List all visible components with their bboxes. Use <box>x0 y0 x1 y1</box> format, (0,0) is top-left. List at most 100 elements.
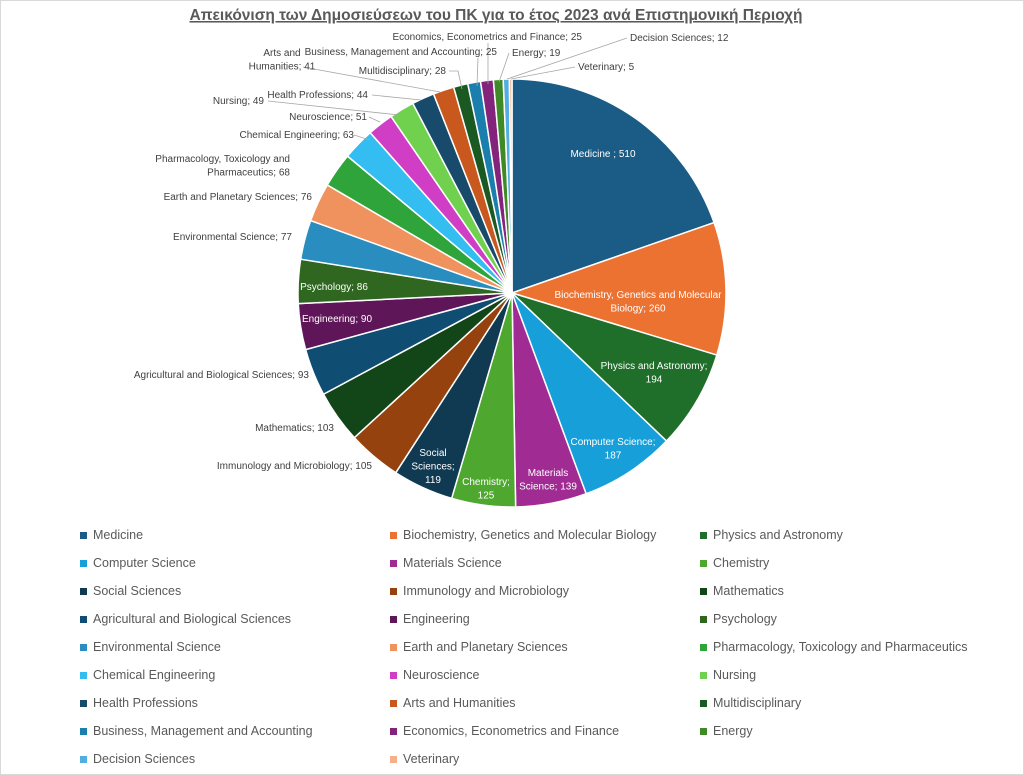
data-label-economics-econometrics-and-finance: Economics, Econometrics and Finance; 25 <box>392 32 582 43</box>
data-label-immunology-and-microbiology: Immunology and Microbiology; 105 <box>217 461 373 472</box>
legend-item-chemical-engineering: Chemical Engineering <box>80 668 215 682</box>
data-label-agricultural-and-biological-sciences: Agricultural and Biological Sciences; 93 <box>134 370 310 381</box>
legend-item-veterinary: Veterinary <box>390 752 459 766</box>
legend-swatch <box>700 587 707 595</box>
legend-swatch <box>390 643 397 651</box>
legend-item-computer-science: Computer Science <box>80 556 196 570</box>
legend-label: Earth and Planetary Sciences <box>403 640 568 654</box>
legend-label: Immunology and Microbiology <box>403 584 570 598</box>
legend-item-arts-and-humanities: Arts and Humanities <box>390 696 516 710</box>
data-label-multidisciplinary: Multidisciplinary; 28 <box>359 66 447 77</box>
legend-item-engineering: Engineering <box>390 612 470 626</box>
legend-swatch <box>390 755 397 763</box>
data-label-biochemistry-genetics-and-molecular-biology: Biochemistry, Genetics and Molecular Biol… <box>554 290 722 315</box>
legend-label: Economics, Econometrics and Finance <box>403 724 620 738</box>
data-label-psychology: Psychology; 86 <box>300 282 368 293</box>
legend-swatch <box>80 699 87 707</box>
legend-swatch <box>80 671 87 679</box>
legend-swatch <box>80 643 87 651</box>
data-label-decision-sciences: Decision Sciences; 12 <box>630 33 729 44</box>
legend-item-business-management-and-accounting: Business, Management and Accounting <box>80 724 313 738</box>
legend-label: Health Professions <box>93 696 198 710</box>
legend-item-chemistry: Chemistry <box>700 556 769 570</box>
legend-item-environmental-science: Environmental Science <box>80 640 221 654</box>
legend-swatch <box>700 699 707 707</box>
data-label-materials-science: Materials Science; 139 <box>519 468 577 493</box>
data-label-computer-science: Computer Science; 187 <box>570 437 655 462</box>
data-label-pharmacology-toxicology-and-pharmaceutics: Pharmacology, Toxicology and Pharmaceutic… <box>155 154 290 179</box>
legend-swatch <box>390 587 397 595</box>
legend-item-health-professions: Health Professions <box>80 696 198 710</box>
pie-slice-physics-and-astronomy <box>511 292 718 443</box>
leader-line <box>498 52 510 83</box>
data-label-earth-and-planetary-sciences: Earth and Planetary Sciences; 76 <box>164 192 313 203</box>
legend-item-pharmacology-toxicology-and-pharmaceutics: Pharmacology, Toxicology and Pharmaceuti… <box>700 640 968 654</box>
legend-item-neuroscience: Neuroscience <box>390 668 479 682</box>
leader-line <box>302 66 441 93</box>
legend-swatch <box>390 727 397 735</box>
data-label-medicine: Medicine ; 510 <box>570 149 635 160</box>
data-label-physics-and-astronomy: Physics and Astronomy; 194 <box>601 361 708 386</box>
legend-item-nursing: Nursing <box>700 668 756 682</box>
legend-item-immunology-and-microbiology: Immunology and Microbiology <box>390 584 569 598</box>
leader-line <box>449 70 463 90</box>
data-label-veterinary: Veterinary; 5 <box>578 62 635 73</box>
legend-item-social-sciences: Social Sciences <box>80 584 181 598</box>
legend-item-psychology: Psychology <box>700 612 777 626</box>
leader-line <box>368 116 381 123</box>
leader-line <box>267 100 400 116</box>
legend-label: Engineering <box>403 612 470 626</box>
data-label-environmental-science: Environmental Science; 77 <box>173 232 292 243</box>
legend-item-materials-science: Materials Science <box>390 556 502 570</box>
legend-label: Medicine <box>93 528 144 542</box>
data-label-chemistry: Chemistry; 125 <box>462 477 510 502</box>
data-label-neuroscience: Neuroscience; 51 <box>289 112 367 123</box>
data-label-health-professions: Health Professions; 44 <box>267 90 368 101</box>
data-label-nursing: Nursing; 49 <box>213 96 265 107</box>
legend-swatch <box>390 671 397 679</box>
leader-line <box>476 57 479 87</box>
legend-item-mathematics: Mathematics <box>700 584 784 598</box>
legend-swatch <box>80 755 87 763</box>
legend-label: Physics and Astronomy <box>713 528 843 542</box>
legend-label: Computer Science <box>93 556 196 570</box>
legend-swatch <box>700 643 707 651</box>
legend-item-agricultural-and-biological-sciences: Agricultural and Biological Sciences <box>80 612 291 626</box>
leader-line <box>371 94 422 101</box>
legend-label: Environmental Science <box>93 640 221 654</box>
legend-swatch <box>700 531 707 539</box>
legend-swatch <box>80 531 87 539</box>
legend-swatch <box>700 615 707 623</box>
data-label-energy: Energy; 19 <box>512 48 561 59</box>
legend-label: Pharmacology, Toxicology and Pharmaceuti… <box>713 640 968 654</box>
legend-swatch <box>80 559 87 567</box>
legend-item-decision-sciences: Decision Sciences <box>80 752 195 766</box>
data-label-social-sciences: Social Sciences; 119 <box>411 448 454 486</box>
legend-swatch <box>700 727 707 735</box>
legend-label: Materials Science <box>403 556 502 570</box>
legend-swatch <box>700 559 707 567</box>
leader-line <box>506 37 628 80</box>
legend-item-physics-and-astronomy: Physics and Astronomy <box>700 528 843 542</box>
data-label-mathematics: Mathematics; 103 <box>255 423 334 434</box>
data-label-arts-and-humanities: Arts and Humanities; 41 <box>249 48 316 73</box>
legend-label: Mathematics <box>713 584 784 598</box>
legend-swatch <box>80 587 87 595</box>
legend-item-medicine: Medicine <box>80 528 143 542</box>
legend-swatch <box>390 615 397 623</box>
legend-label: Agricultural and Biological Sciences <box>93 612 292 626</box>
legend-swatch <box>390 559 397 567</box>
data-label-chemical-engineering: Chemical Engineering; 63 <box>239 130 354 141</box>
pie-slice-biochemistry-genetics-and-molecular-biology <box>509 221 727 357</box>
data-label-engineering: Engineering; 90 <box>302 314 372 325</box>
legend-swatch <box>390 531 397 539</box>
legend-label: Energy <box>713 724 753 738</box>
leader-line <box>353 134 371 141</box>
legend-item-economics-econometrics-and-finance: Economics, Econometrics and Finance <box>390 724 619 738</box>
legend-label: Decision Sciences <box>93 752 196 766</box>
legend-label: Nursing <box>713 668 757 682</box>
leader-line <box>510 66 576 80</box>
legend-label: Neuroscience <box>403 668 480 682</box>
legend-swatch <box>80 615 87 623</box>
